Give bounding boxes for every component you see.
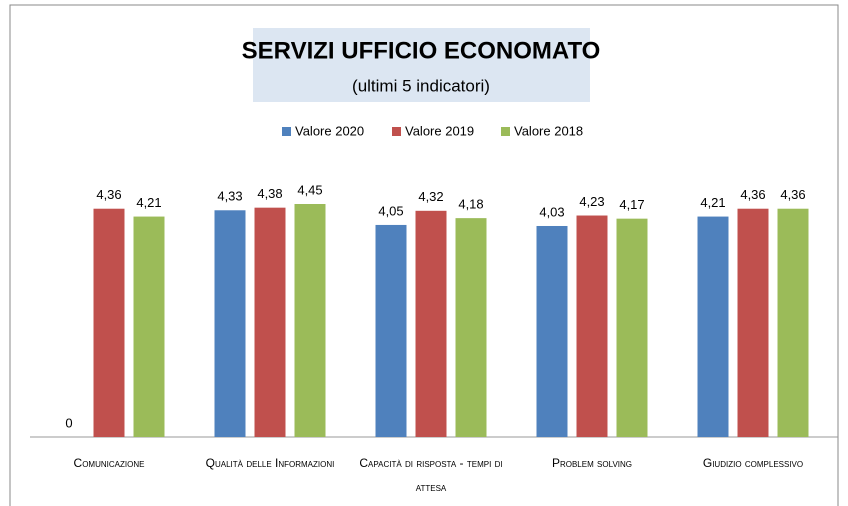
x-tick-label: Capacità di risposta - tempi di attesa (359, 456, 503, 494)
bar (536, 225, 568, 437)
legend-label: Valore 2020 (295, 123, 364, 138)
title-box (253, 28, 590, 102)
x-tick-label: Comunicazione (73, 456, 145, 470)
x-tick-label: Giudizio complessivo (702, 456, 804, 470)
bar (214, 210, 246, 437)
bar (93, 208, 125, 437)
chart-frame (9, 4, 839, 506)
value-label: 4,05 (378, 203, 403, 218)
chart-title: SERVIZI UFFICIO ECONOMATO (242, 37, 601, 64)
value-label: 0 (65, 415, 72, 430)
value-label: 4,33 (217, 189, 242, 204)
value-label: 4,23 (579, 194, 604, 209)
bar (737, 208, 769, 437)
value-label: 4,45 (297, 182, 322, 197)
bar (455, 218, 487, 437)
bar (254, 207, 286, 437)
bar (697, 216, 729, 437)
bar (415, 210, 447, 437)
x-tick-label: Problem solving (551, 456, 633, 470)
value-label: 4,21 (700, 195, 725, 210)
value-label: 4,36 (780, 187, 805, 202)
value-label: 4,32 (418, 189, 443, 204)
bar (133, 216, 165, 437)
bar (576, 215, 608, 437)
value-label: 4,21 (136, 195, 161, 210)
bar (294, 204, 326, 437)
value-label: 4,18 (458, 197, 483, 212)
value-label: 4,36 (96, 187, 121, 202)
value-label: 4,03 (539, 204, 564, 219)
value-label: 4,38 (257, 186, 282, 201)
bar (375, 224, 407, 437)
bar (777, 208, 809, 437)
legend-label: Valore 2019 (405, 123, 474, 138)
legend-swatch (282, 127, 291, 136)
bar (616, 218, 648, 437)
x-tick-label: Qualità delle Informazioni (205, 456, 335, 470)
legend-swatch (501, 127, 510, 136)
chart-subtitle: (ultimi 5 indicatori) (352, 76, 490, 95)
legend-swatch (392, 127, 401, 136)
value-label: 4,36 (740, 187, 765, 202)
legend-label: Valore 2018 (514, 123, 583, 138)
value-label: 4,17 (619, 197, 644, 212)
